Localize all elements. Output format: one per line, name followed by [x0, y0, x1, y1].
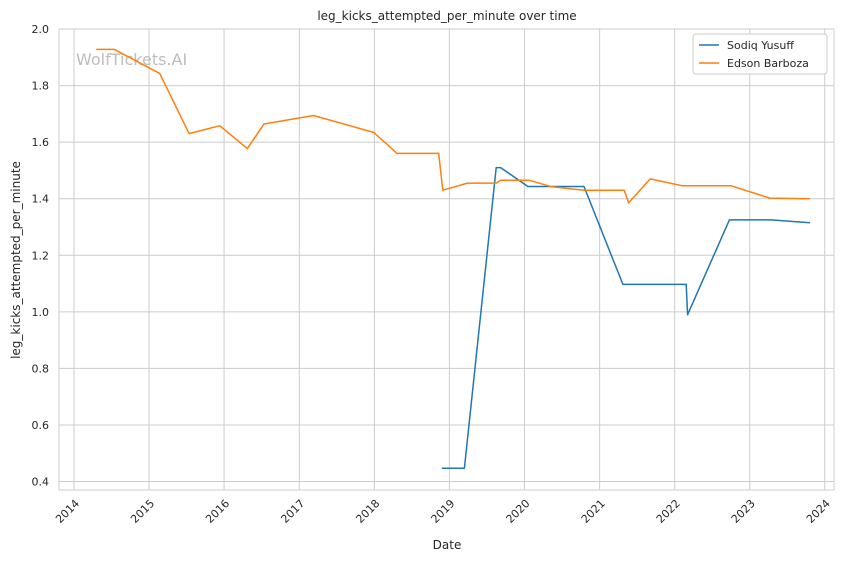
chart-title: leg_kicks_attempted_per_minute over time	[317, 9, 576, 23]
x-axis-title: Date	[433, 538, 462, 552]
y-tick-label: 1.0	[32, 306, 50, 319]
y-tick-label: 1.4	[32, 193, 50, 206]
y-tick-label: 0.8	[32, 362, 50, 375]
y-tick-label: 1.6	[32, 136, 50, 149]
legend-box	[692, 33, 828, 75]
y-tick-label: 0.4	[32, 476, 50, 489]
series-line-2	[96, 48, 810, 204]
grid-lines	[59, 28, 834, 490]
y-tick-label: 1.8	[32, 80, 50, 93]
legend-label: Sodiq Yusuff	[727, 39, 794, 52]
y-axis: 0.4 0.6 0.8 1.0 1.2 1.4 1.6 1.8 2.0	[32, 23, 50, 489]
series-line-1	[441, 166, 810, 469]
watermark: WolfTickets.AI	[76, 50, 187, 69]
y-tick-label: 0.6	[32, 419, 50, 432]
y-tick-label: 2.0	[32, 23, 50, 36]
y-axis-title: leg_kicks_attempted_per_minute	[9, 161, 23, 359]
series-layer	[96, 48, 810, 469]
legend: Sodiq Yusuff Edson Barboza	[692, 33, 828, 75]
y-tick-label: 1.2	[32, 249, 50, 262]
legend-label: Edson Barboza	[727, 57, 809, 70]
plot-frame	[58, 28, 835, 491]
